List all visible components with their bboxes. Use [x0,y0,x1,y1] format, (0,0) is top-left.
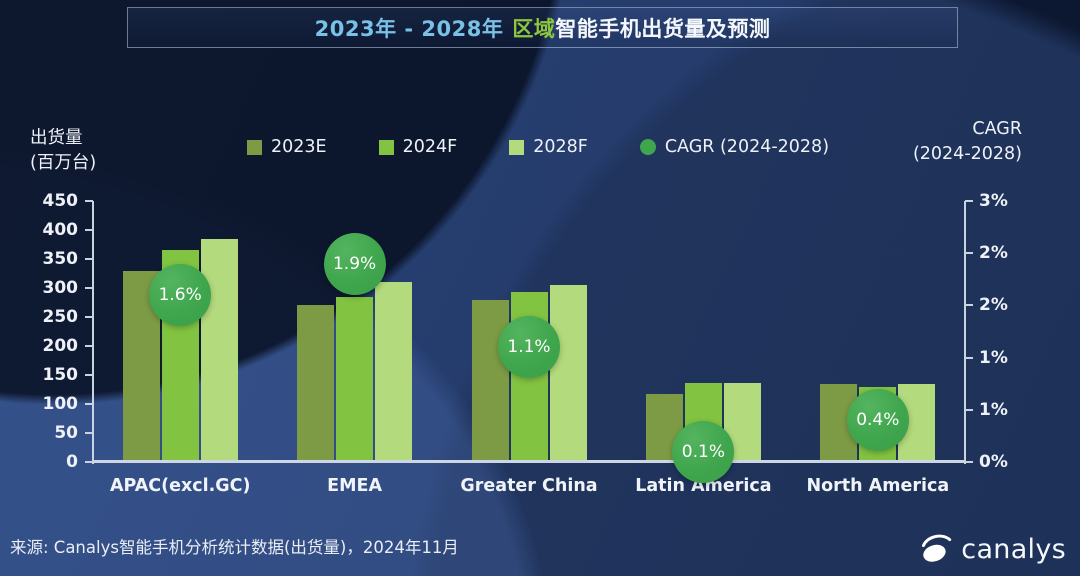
left-axis-tick-label: 350 [42,249,79,269]
source-text: 来源: Canalys智能手机分析统计数据(出货量)，2024年11月 [10,538,459,557]
left-axis-tick [85,461,93,463]
legend-square-swatch [509,139,525,155]
legend-label: CAGR (2024-2028) [664,137,830,157]
right-axis-tick [965,356,973,359]
left-axis-tick [85,258,93,260]
legend-label: 2024F [402,137,458,157]
left-axis-tick [85,316,93,318]
left-axis-tick [85,374,93,376]
bar-2028F [549,285,587,462]
right-axis-tick [965,461,973,463]
cagr-bubble: 0.4% [846,389,909,452]
left-axis-tick [85,345,93,347]
legend-label: 2028F [533,137,588,157]
right-axis-tick [965,200,973,202]
cagr-bubble: 1.9% [323,232,386,295]
bar-2023E [471,299,509,462]
left-axis-tick-label: 0 [66,452,78,472]
legend-label: 2023E [271,137,327,157]
right-axis-tick-label: 2% [979,295,1008,316]
legend-square-swatch [247,139,262,155]
left-axis-tick-label: 200 [42,336,79,356]
left-axis-title-line1: 出货量 [30,128,83,148]
chart-legend: 2023E 2024F 2028F CAGR (2024-2028) [247,137,829,157]
right-axis-tick-label: 0% [979,452,1008,472]
left-axis-tick-label: 50 [54,423,78,443]
left-axis-line [92,201,94,464]
legend-item: 2023E [247,137,327,157]
x-axis-category-label: Latin America [635,476,772,496]
left-axis-tick-label: 150 [42,365,79,385]
x-axis-category-label: North America [806,476,950,496]
right-axis-title-line2: (2024-2028) [912,144,1022,164]
cagr-bubble: 0.1% [672,420,735,483]
left-axis-tick [85,287,93,289]
right-axis-tick [965,304,973,307]
right-axis-tick [965,252,973,255]
left-axis-tick [85,403,93,405]
left-axis-tick [85,432,93,434]
cagr-bubble: 1.1% [498,316,560,379]
legend-circle-swatch [639,139,656,155]
x-axis-category-label: EMEA [327,476,383,496]
right-axis-title: CAGR (2024-2028) [913,117,1022,167]
chart-title-bar: 2023年 - 2028年 区域 智能手机出货量及预测 [127,7,958,48]
legend-item: CAGR (2024-2028) [639,137,830,157]
bar-2028F [375,282,413,462]
right-axis-tick-label: 1% [979,399,1008,420]
left-axis-tick-label: 300 [42,278,79,298]
canalys-logo: canalys [920,532,1066,566]
legend-item: 2024F [378,137,458,157]
legend-square-swatch [378,139,394,155]
bar-2024F [336,296,374,462]
left-axis-title: 出货量 (百万台) [30,126,96,176]
chart-title-highlight: 区域 [512,16,556,41]
bar-2023E [297,305,335,462]
bar-2028F [200,238,238,462]
right-axis-title-line1: CAGR [972,119,1022,139]
legend-item: 2028F [509,137,588,157]
right-axis-tick-label: 3% [979,191,1008,211]
right-axis-tick [965,408,973,411]
left-axis-tick-label: 450 [42,191,79,211]
x-axis-baseline [93,460,965,463]
canalys-wordmark: canalys [961,533,1066,565]
chart-title-rest: 智能手机出货量及预测 [555,16,771,41]
left-axis-tick-label: 400 [42,220,79,240]
right-axis-tick-label: 2% [979,243,1008,264]
left-axis-tick-label: 250 [42,307,79,327]
x-axis-category-label: Greater China [460,476,598,496]
left-axis-tick [85,229,93,231]
x-axis-category-label: APAC(excl.GC) [109,476,251,496]
right-axis-line [964,201,966,464]
left-axis-tick-label: 100 [42,394,79,414]
canalys-swoosh-icon [922,534,952,562]
chart-title-range: 2023年 - 2028年 [314,16,504,41]
left-axis-tick [85,200,93,202]
right-axis-tick-label: 1% [979,347,1008,368]
cagr-bubble: 1.6% [149,263,212,326]
plot-area: 450 400 350 300 250 200 150 100 50 0 3% 2% 2% 1% 1% 0% A… [43,191,1008,496]
left-axis-title-line2: (百万台) [30,153,97,173]
